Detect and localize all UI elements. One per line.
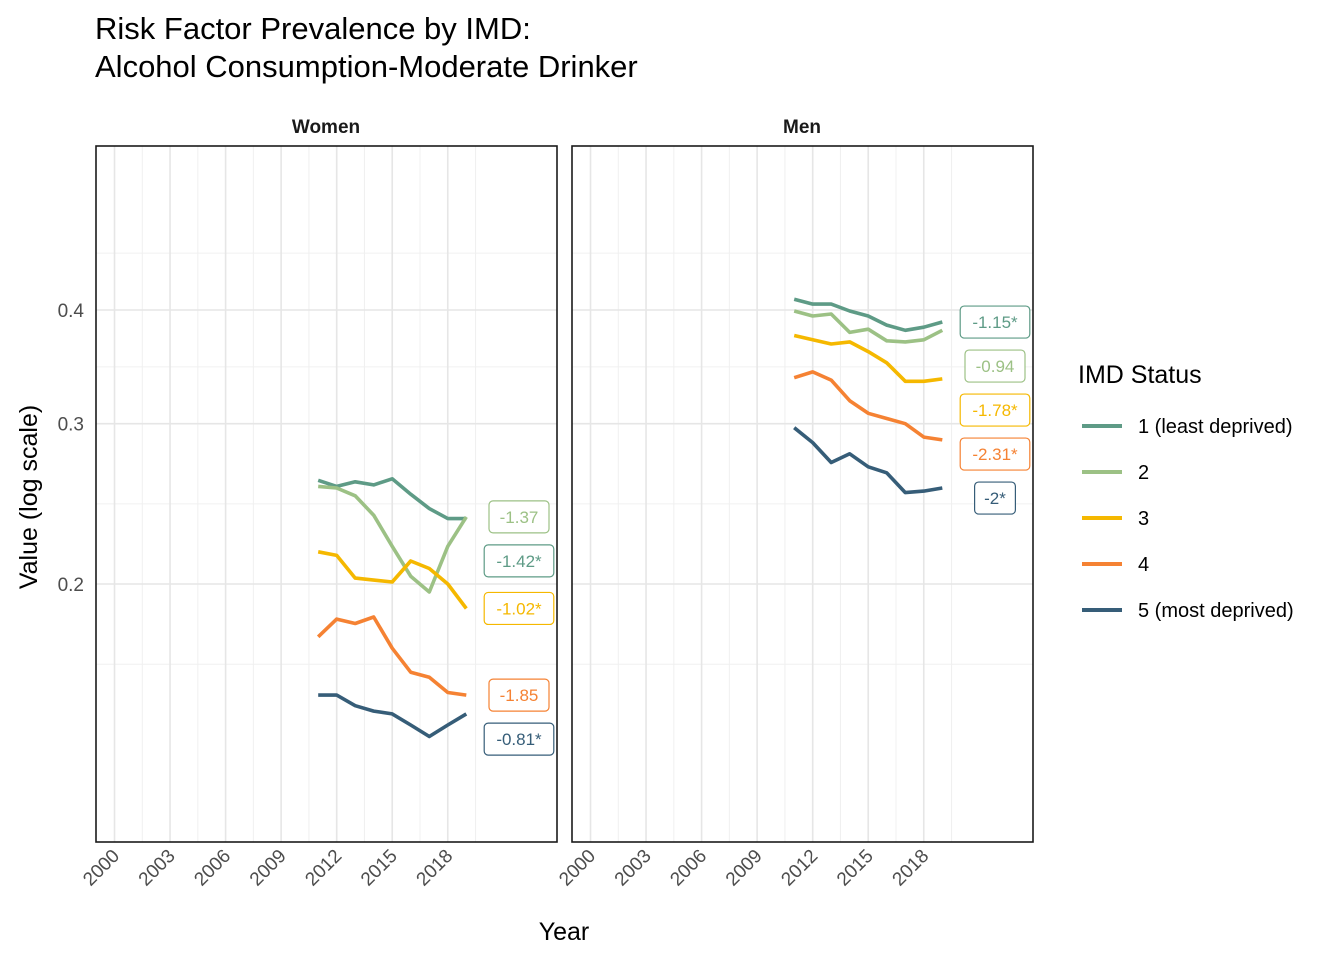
trend-label-box <box>959 305 1031 339</box>
x-tick-label: 2009 <box>722 846 767 891</box>
legend-item-5-most-deprived: 5 (most deprived) <box>1082 600 1294 622</box>
x-tick-label: 2015 <box>357 846 402 891</box>
x-tick-label: 2015 <box>833 846 878 891</box>
y-axis: 0.2 0.3 0.4 <box>58 301 85 596</box>
legend-label: 1 (least deprived) <box>1138 416 1293 438</box>
trend-label-3: -1.02* <box>483 591 555 626</box>
trend-label-box <box>959 393 1031 427</box>
x-tick-label: 2006 <box>190 846 235 891</box>
trend-label-text: -0.94 <box>976 357 1015 376</box>
legend-label: 3 <box>1138 508 1149 530</box>
x-tick-label: 2012 <box>777 846 822 891</box>
legend-item-4: 4 <box>1082 554 1149 576</box>
series-line-1-least-deprived <box>793 297 943 333</box>
panel-men: Men 2000 2003 2006 2009 2012 2015 2018 -1.15* -0.… <box>555 117 1034 891</box>
x-tick-label: 2003 <box>135 846 180 891</box>
trend-label-2: -0.94 <box>964 349 1026 383</box>
legend-item-3: 3 <box>1082 508 1149 530</box>
panel-strip-label: Women <box>292 117 360 138</box>
series-line-4 <box>316 615 467 697</box>
trend-label-text: -1.15* <box>972 313 1018 332</box>
x-tick-label: 2009 <box>246 846 291 891</box>
trend-label-box <box>483 544 555 578</box>
legend: IMD Status 1 (least deprived) 2 3 4 5 (most … <box>1078 361 1294 622</box>
trend-label-1-least-deprived: -1.42* <box>483 544 555 578</box>
trend-label-text: -2* <box>984 489 1006 508</box>
trend-label-text: -1.85 <box>500 686 539 705</box>
y-tick-label: 0.3 <box>58 415 84 436</box>
legend-item-2: 2 <box>1082 462 1149 484</box>
trend-label-1-least-deprived: -1.15* <box>959 305 1031 339</box>
trend-label-box <box>483 591 555 626</box>
legend-label: 5 (most deprived) <box>1138 600 1294 622</box>
series-line-3 <box>317 550 468 610</box>
trend-label-text: -1.37 <box>500 508 539 527</box>
x-tick-label: 2018 <box>889 846 934 891</box>
trend-label-box <box>483 722 555 756</box>
grid-women <box>96 146 557 842</box>
trend-label-3: -1.78* <box>959 393 1031 427</box>
series-lines <box>793 297 944 495</box>
chart-title: Risk Factor Prevalence by IMD: Alcohol C… <box>95 10 638 86</box>
trend-label-2: -1.37 <box>488 500 550 534</box>
legend-title: IMD Status <box>1078 361 1202 389</box>
trend-label-box <box>964 349 1026 383</box>
trend-labels: -1.15* -0.94 -1.78* -2.31* -2* <box>959 305 1031 515</box>
x-tick-label: 2000 <box>79 846 124 891</box>
series-line-2 <box>793 309 944 344</box>
trend-label-5-most-deprived: -2* <box>973 481 1016 515</box>
panel-border <box>95 145 558 843</box>
chart-title-line-2: Alcohol Consumption-Moderate Drinker <box>95 49 638 84</box>
y-axis-title: Value (log scale) <box>15 405 43 589</box>
trend-label-4: -2.31* <box>959 437 1031 471</box>
series-line-4 <box>793 370 943 442</box>
legend-label: 2 <box>1138 462 1149 484</box>
chart-title-line-1: Risk Factor Prevalence by IMD: <box>95 11 531 46</box>
y-tick-label: 0.4 <box>58 301 85 322</box>
series-line-5-most-deprived <box>318 693 468 739</box>
x-tick-label: 2012 <box>301 846 346 891</box>
x-tick-label: 2018 <box>413 846 458 891</box>
y-tick-label: 0.2 <box>58 575 84 596</box>
grid-men <box>572 146 1033 842</box>
trend-label-5-most-deprived: -0.81* <box>483 722 555 756</box>
trend-label-text: -0.81* <box>496 730 542 749</box>
x-axis-title: Year <box>539 918 590 946</box>
x-tick-label: 2006 <box>666 846 711 891</box>
trend-label-text: -1.78* <box>972 401 1018 420</box>
trend-label-box <box>973 481 1016 515</box>
trend-label-box <box>488 500 550 534</box>
x-tick-label: 2000 <box>555 846 600 891</box>
trend-label-box <box>959 437 1031 471</box>
series-line-5-most-deprived <box>793 426 943 495</box>
series-line-2 <box>318 484 468 594</box>
x-tick-label: 2003 <box>611 846 656 891</box>
trend-label-text: -1.42* <box>496 552 542 571</box>
legend-label: 4 <box>1138 554 1149 576</box>
trend-label-text: -2.31* <box>972 445 1018 464</box>
trend-label-4: -1.85 <box>488 678 550 712</box>
trend-labels: -1.37 -1.42* -1.02* -1.85 -0.81* <box>483 500 555 756</box>
panel-border <box>571 145 1034 843</box>
series-line-1-least-deprived <box>317 476 467 521</box>
series-line-3 <box>793 333 943 384</box>
trend-label-text: -1.02* <box>496 599 542 618</box>
trend-label-box <box>488 678 550 712</box>
series-lines <box>316 476 468 739</box>
legend-item-1-least-deprived: 1 (least deprived) <box>1082 416 1293 438</box>
panel-strip-label: Men <box>783 117 821 138</box>
